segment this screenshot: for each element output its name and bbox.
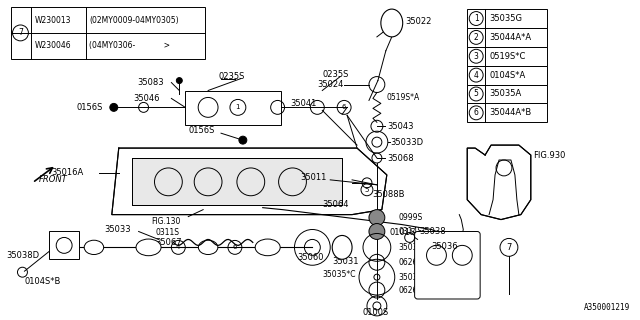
Polygon shape xyxy=(132,158,342,205)
Text: W230046: W230046 xyxy=(35,41,71,50)
Text: 0235S: 0235S xyxy=(323,70,349,79)
Bar xyxy=(467,103,547,122)
Text: 35044A*B: 35044A*B xyxy=(489,108,531,117)
Text: 35064: 35064 xyxy=(323,200,349,209)
Text: 2: 2 xyxy=(474,33,479,42)
Circle shape xyxy=(177,77,182,84)
Text: FIG.130: FIG.130 xyxy=(152,217,181,226)
Text: 0104S*B: 0104S*B xyxy=(24,276,61,286)
Text: 0104S*A: 0104S*A xyxy=(489,71,525,80)
Text: 0519S*C: 0519S*C xyxy=(489,52,525,61)
Bar xyxy=(467,9,547,28)
Text: 35036: 35036 xyxy=(431,242,458,251)
Text: 7: 7 xyxy=(18,28,23,37)
Text: 35068: 35068 xyxy=(387,154,413,163)
Bar xyxy=(467,28,547,47)
Text: 35038D: 35038D xyxy=(6,251,39,260)
Text: 35022: 35022 xyxy=(406,17,432,26)
Text: 35031: 35031 xyxy=(332,257,358,266)
Bar xyxy=(49,231,79,259)
Ellipse shape xyxy=(84,240,104,254)
Text: 35024: 35024 xyxy=(317,80,344,89)
Text: 3: 3 xyxy=(474,52,479,61)
Text: 0999S: 0999S xyxy=(399,213,423,222)
Text: 1: 1 xyxy=(474,14,479,23)
Text: 6: 6 xyxy=(474,108,479,117)
Text: 35041: 35041 xyxy=(291,99,317,108)
Text: 35067: 35067 xyxy=(156,238,182,247)
Text: 35035*C: 35035*C xyxy=(323,270,356,279)
Circle shape xyxy=(239,136,247,144)
Ellipse shape xyxy=(136,239,161,256)
Bar xyxy=(10,7,205,59)
Text: (04MY0306-            >: (04MY0306- > xyxy=(89,41,170,50)
Text: 0311S: 0311S xyxy=(156,228,179,237)
Text: 35088B: 35088B xyxy=(372,190,404,199)
Circle shape xyxy=(369,210,385,226)
Text: 35033D: 35033D xyxy=(390,138,423,147)
Text: 5: 5 xyxy=(365,187,369,193)
Text: 4: 4 xyxy=(176,244,180,250)
Text: FIG.930: FIG.930 xyxy=(532,150,565,160)
Polygon shape xyxy=(112,148,387,215)
Text: 0626S*B: 0626S*B xyxy=(399,258,432,267)
Bar xyxy=(467,66,547,84)
Bar xyxy=(467,47,547,66)
Text: 35083: 35083 xyxy=(138,78,164,87)
Bar xyxy=(185,91,280,125)
Text: 35044A*A: 35044A*A xyxy=(489,33,531,42)
Text: 35038: 35038 xyxy=(420,227,446,236)
Text: 35043: 35043 xyxy=(387,122,413,131)
Text: 35035*D: 35035*D xyxy=(399,273,433,282)
Text: 0156S: 0156S xyxy=(76,103,102,112)
Ellipse shape xyxy=(255,239,280,256)
Circle shape xyxy=(369,224,385,239)
Ellipse shape xyxy=(332,236,352,259)
Text: FRONT: FRONT xyxy=(38,175,67,184)
Ellipse shape xyxy=(198,240,218,254)
Text: 35046: 35046 xyxy=(134,94,160,103)
Text: 0100S: 0100S xyxy=(362,308,388,317)
Text: 0101S: 0101S xyxy=(390,228,416,237)
Text: 35035A: 35035A xyxy=(489,90,522,99)
Text: A350001219: A350001219 xyxy=(584,303,630,312)
Text: 0156S: 0156S xyxy=(188,126,214,135)
Text: 35016A: 35016A xyxy=(52,168,84,177)
Text: 35060: 35060 xyxy=(298,253,324,262)
Text: W230013: W230013 xyxy=(35,15,71,25)
Text: (02MY0009-04MY0305): (02MY0009-04MY0305) xyxy=(89,15,179,25)
Text: 0626S*B: 0626S*B xyxy=(399,285,432,295)
Text: 35011: 35011 xyxy=(300,173,327,182)
Text: 7: 7 xyxy=(506,243,511,252)
Text: 0235S: 0235S xyxy=(218,72,244,81)
Bar xyxy=(467,84,547,103)
Text: 6: 6 xyxy=(342,104,346,110)
Text: 35033: 35033 xyxy=(104,225,131,234)
Text: 35035B: 35035B xyxy=(399,243,428,252)
Circle shape xyxy=(110,103,118,111)
Text: 0519S*A: 0519S*A xyxy=(387,93,420,102)
Text: 4: 4 xyxy=(474,71,479,80)
Text: 1: 1 xyxy=(236,104,240,110)
Ellipse shape xyxy=(381,9,403,37)
Text: 6: 6 xyxy=(233,244,237,250)
Text: 0314S: 0314S xyxy=(399,227,423,236)
Polygon shape xyxy=(467,145,531,220)
Text: 35035G: 35035G xyxy=(489,14,522,23)
Text: 5: 5 xyxy=(474,90,479,99)
FancyBboxPatch shape xyxy=(415,231,480,299)
